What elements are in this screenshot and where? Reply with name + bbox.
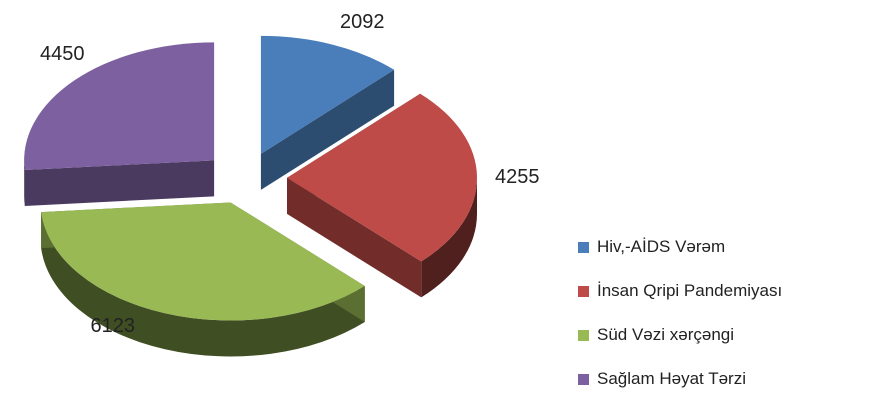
pie-slice-2-top — [41, 202, 365, 321]
data-label-1: 4255 — [495, 166, 540, 188]
legend-item-3: Sağlam Həyat Tərzi — [578, 369, 746, 388]
legend-label-3: Sağlam Həyat Tərzi — [597, 369, 746, 388]
legend-label-2: Süd Vəzi xərçəngi — [597, 325, 734, 344]
pie-slice-3 — [24, 42, 215, 206]
pie-slice-2 — [41, 202, 365, 357]
pie-slice-1-wall — [421, 177, 477, 298]
pie-slice-0-top — [260, 35, 395, 154]
legend-swatch-3 — [578, 374, 589, 385]
data-labels: 2092 4255 6123 4450 — [40, 11, 540, 337]
legend-label-0: Hiv,-AİDS Vərəm — [597, 237, 725, 256]
data-label-2: 6123 — [91, 315, 136, 337]
legend-item-2: Süd Vəzi xərçəngi — [578, 325, 734, 344]
legend-item-0: Hiv,-AİDS Vərəm — [578, 237, 725, 256]
legend-label-1: İnsan Qripi Pandemiyası — [597, 281, 782, 300]
data-label-3: 4450 — [40, 43, 85, 65]
pie-slice-0 — [260, 35, 395, 190]
data-label-0: 2092 — [340, 11, 385, 33]
pie-slice-1 — [286, 93, 477, 298]
legend-swatch-2 — [578, 330, 589, 341]
pie-plot-area — [24, 35, 477, 357]
legend-swatch-0 — [578, 242, 589, 253]
pie-slice-0-face-1 — [260, 69, 395, 190]
pie-slice-3-top — [24, 42, 215, 170]
legend: Hiv,-AİDS Vərəm İnsan Qripi Pandemiyası Sü… — [578, 237, 782, 388]
pie-slice-3-wall — [24, 160, 25, 206]
pie-slice-2-wall — [41, 212, 365, 357]
legend-swatch-1 — [578, 286, 589, 297]
legend-item-1: İnsan Qripi Pandemiyası — [578, 281, 782, 300]
pie-slice-1-top — [286, 93, 477, 262]
pie-slice-1-face-1 — [286, 177, 422, 298]
pie-slice-3-face-0 — [24, 160, 215, 206]
